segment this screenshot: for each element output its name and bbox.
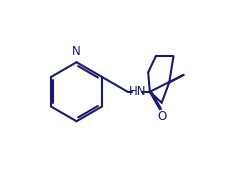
Text: O: O	[158, 110, 167, 123]
Text: N: N	[72, 45, 81, 58]
Text: HN: HN	[128, 85, 146, 98]
